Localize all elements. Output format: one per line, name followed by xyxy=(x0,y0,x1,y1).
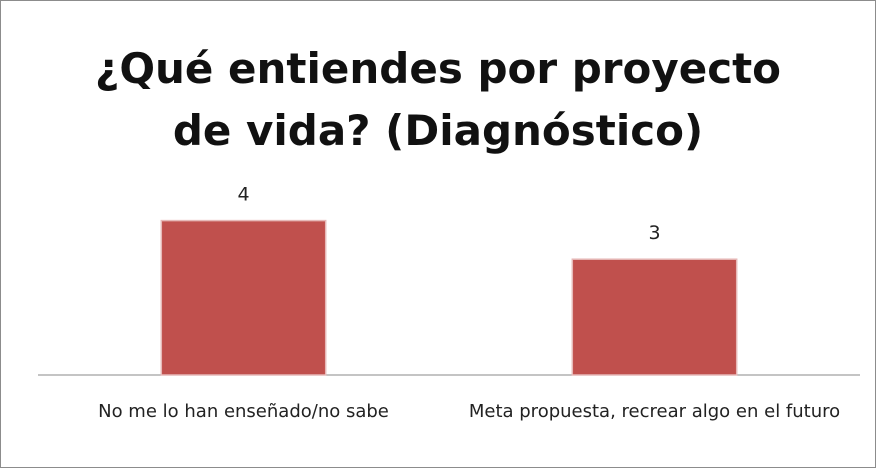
bar xyxy=(571,258,738,376)
chart-title: ¿Qué entiendes por proyecto de vida? (Di… xyxy=(94,44,782,155)
bar xyxy=(160,219,327,376)
data-label: 4 xyxy=(237,184,249,206)
x-tick-label: Meta propuesta, recrear algo en el futur… xyxy=(468,401,841,422)
x-tick-label: No me lo han enseñado/no sabe xyxy=(98,401,389,422)
data-label: 3 xyxy=(648,222,660,244)
